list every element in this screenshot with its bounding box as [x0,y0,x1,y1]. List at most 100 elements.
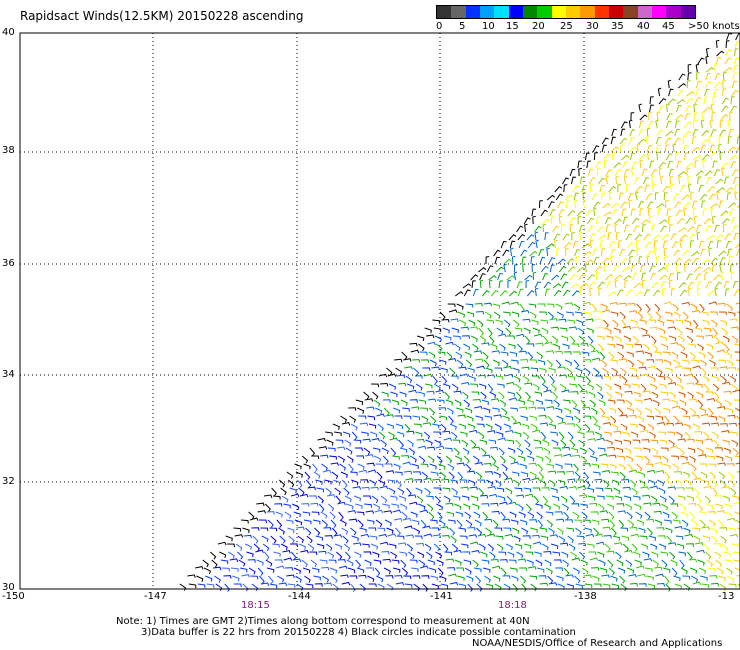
wind-barb [530,423,538,431]
wind-barb [472,343,479,352]
wind-barb [476,365,485,370]
wind-barb [363,447,371,456]
legend-swatch [623,6,638,18]
wind-barb [320,511,328,519]
wind-barb [566,583,575,590]
wind-barb [708,463,717,468]
wind-barb [518,511,526,518]
wind-barb [672,193,680,201]
wind-barb [687,175,691,185]
wind-barb [703,327,712,333]
wind-barb [650,169,658,177]
wind-barb [680,184,686,193]
wind-barb [464,511,472,519]
wind-barb [408,551,415,560]
wind-barb [649,543,658,550]
wind-barb [684,112,691,121]
wind-barb [432,478,441,483]
wind-barb [703,543,710,552]
wind-barb [605,274,614,281]
wind-barb [715,178,724,185]
wind-barb [710,103,715,113]
wind-barb [714,224,720,233]
wind-barb [292,503,300,511]
wind-barb [572,185,580,193]
wind-barb [602,422,612,426]
wind-barb [721,97,729,105]
wind-barb [471,549,480,554]
wind-barb [664,471,671,480]
wind-barb [640,543,649,550]
wind-barb [706,398,716,402]
wind-barb [237,551,244,560]
wind-barb [735,33,740,41]
wind-barb [381,550,390,555]
wind-barb [670,288,675,297]
wind-barb [611,423,619,431]
wind-barb [716,349,726,353]
wind-barb [602,583,611,589]
wind-barb [522,263,526,273]
wind-barb [511,359,519,365]
wind-barb [569,335,576,344]
wind-barb [613,487,621,495]
wind-barb [657,375,666,381]
wind-barb [333,534,343,538]
wind-barb [704,438,713,443]
wind-barb [694,487,700,497]
wind-barb [566,258,575,265]
wind-barb [733,232,740,241]
wind-barb [732,64,739,73]
legend-label: 15 [506,21,519,32]
wind-barb [592,310,602,314]
wind-barb [631,161,639,169]
wind-barb [475,575,482,584]
wind-barb [563,511,570,520]
wind-barb [544,503,552,511]
wind-barb [410,511,418,518]
wind-barb [483,407,491,414]
wind-barb [694,430,703,435]
wind-barb [386,367,393,376]
wind-barb [583,311,592,317]
wind-barb [605,175,609,185]
wind-barb [712,215,716,225]
wind-barb [251,527,260,531]
wind-barb [607,503,615,510]
wind-barb [703,485,713,490]
wind-barb [638,423,646,431]
wind-barb [615,447,624,453]
wind-speed-color-legend [436,5,696,19]
wind-barb [675,209,683,217]
wind-barb [605,169,613,177]
wind-barb [620,121,628,129]
wind-barb [698,351,706,359]
wind-barb [398,439,404,448]
wind-barb [703,96,709,105]
wind-barb [380,495,388,504]
wind-barb [708,567,716,572]
wind-barb [601,309,611,313]
wind-barb [668,542,677,546]
wind-barb [433,327,442,333]
wind-barb [721,381,731,386]
wind-barb [718,311,727,316]
wind-barb [630,112,635,121]
wind-barb [264,551,270,561]
wind-barb [370,431,378,438]
wind-barb [406,430,415,435]
wind-barb [622,325,632,330]
wind-barb [368,583,377,587]
wind-barb [649,485,659,490]
wind-barb [534,551,542,557]
wind-barb [583,471,589,481]
wind-barb [701,111,705,121]
wind-barb [278,527,285,535]
wind-barb [310,502,319,507]
wind-barb [610,471,619,476]
wind-barb [623,335,631,342]
wind-barb [699,303,705,312]
wind-barb [223,575,232,579]
wind-barb [483,302,492,307]
wind-barb [649,160,655,169]
